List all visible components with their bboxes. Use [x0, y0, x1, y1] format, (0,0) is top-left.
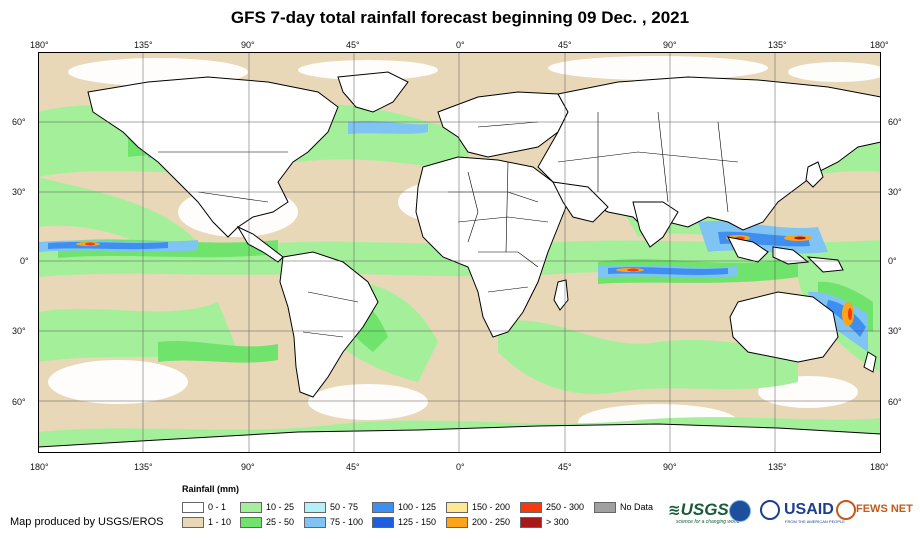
- lon-tick: 45°: [558, 40, 572, 50]
- usgs-logo: ≋USGS: [668, 500, 729, 519]
- lon-tick: 90°: [663, 40, 677, 50]
- legend-label: 150 - 200: [472, 502, 511, 512]
- map-frame: [38, 52, 881, 453]
- lon-tick: 135°: [768, 462, 787, 472]
- lon-tick: 180°: [870, 462, 889, 472]
- lon-tick: 0°: [456, 462, 465, 472]
- usaid-logo: USAID: [784, 501, 834, 518]
- legend-label: 50 - 75: [330, 502, 359, 512]
- lon-tick: 45°: [558, 462, 572, 472]
- australia: [729, 291, 839, 363]
- lon-tick: 0°: [456, 40, 465, 50]
- lon-tick: 180°: [870, 40, 889, 50]
- rainfall-map: [38, 52, 881, 453]
- legend-swatch: [304, 502, 326, 513]
- lon-tick: 135°: [768, 40, 787, 50]
- legend-label: No Data: [620, 502, 654, 512]
- greenland: [337, 71, 409, 113]
- lon-tick: 90°: [241, 462, 255, 472]
- noaa-logo-icon: [729, 500, 751, 522]
- japan: [805, 161, 824, 188]
- lon-tick: 90°: [241, 40, 255, 50]
- lat-tick: 0°: [20, 256, 29, 266]
- legend-swatch: [240, 517, 262, 528]
- legend-label: > 300: [546, 517, 569, 527]
- legend-label: 100 - 125: [398, 502, 437, 512]
- lat-tick: 30°: [12, 187, 26, 197]
- legend-label: 10 - 25: [266, 502, 295, 512]
- southeast-asia-islands: [727, 236, 769, 263]
- legend-label: 125 - 150: [398, 517, 437, 527]
- country-borders: [158, 111, 739, 338]
- lat-tick: 60°: [888, 397, 902, 407]
- legend-swatch: [520, 517, 542, 528]
- usgs-wave-icon: ≋: [668, 502, 681, 519]
- legend-swatch: [520, 502, 542, 513]
- legend-swatch: [182, 517, 204, 528]
- fews-net-logo: FEWS NET: [856, 503, 913, 515]
- legend-label: 200 - 250: [472, 517, 511, 527]
- legend-swatch: [182, 502, 204, 513]
- usaid-tagline: FROM THE AMERICAN PEOPLE: [785, 519, 845, 524]
- legend-label: 250 - 300: [546, 502, 585, 512]
- lat-tick: 60°: [888, 117, 902, 127]
- lon-tick: 135°: [134, 40, 153, 50]
- lon-tick: 135°: [134, 462, 153, 472]
- indian-subcontinent: [632, 201, 679, 248]
- usaid-seal-icon: [760, 500, 780, 520]
- lat-tick: 60°: [12, 397, 26, 407]
- legend-label: 25 - 50: [266, 517, 295, 527]
- lat-tick: 30°: [12, 326, 26, 336]
- legend-title: Rainfall (mm): [182, 484, 240, 494]
- north-america: [87, 76, 339, 238]
- extreme-rain-cells: [76, 235, 854, 326]
- lat-tick: 30°: [888, 187, 902, 197]
- legend-swatch: [446, 517, 468, 528]
- map-credit: Map produced by USGS/EROS: [10, 516, 164, 528]
- lon-tick: 45°: [346, 40, 360, 50]
- lon-tick: 180°: [30, 462, 49, 472]
- lat-tick: 60°: [12, 117, 26, 127]
- lon-tick: 90°: [663, 462, 677, 472]
- legend-swatch: [372, 502, 394, 513]
- lon-tick: 45°: [346, 462, 360, 472]
- legend-label: 0 - 1: [208, 502, 227, 512]
- legend-swatch: [240, 502, 262, 513]
- lat-tick: 0°: [888, 256, 897, 266]
- map-title: GFS 7-day total rainfall forecast beginn…: [230, 8, 690, 27]
- legend-swatch: [446, 502, 468, 513]
- legend-label: 75 - 100: [330, 517, 364, 527]
- new-zealand: [863, 351, 877, 373]
- south-america: [279, 251, 379, 398]
- europe: [437, 91, 569, 158]
- legend-swatch: [372, 517, 394, 528]
- legend-swatch: [594, 502, 616, 513]
- lon-tick: 180°: [30, 40, 49, 50]
- graticule: [38, 52, 881, 453]
- lat-tick: 30°: [888, 326, 902, 336]
- africa: [415, 156, 569, 338]
- madagascar: [553, 279, 569, 311]
- legend-swatch: [304, 517, 326, 528]
- fews-net-icon: [836, 500, 856, 520]
- usgs-tagline: science for a changing world: [676, 519, 740, 525]
- legend-label: 1 - 10: [208, 517, 232, 527]
